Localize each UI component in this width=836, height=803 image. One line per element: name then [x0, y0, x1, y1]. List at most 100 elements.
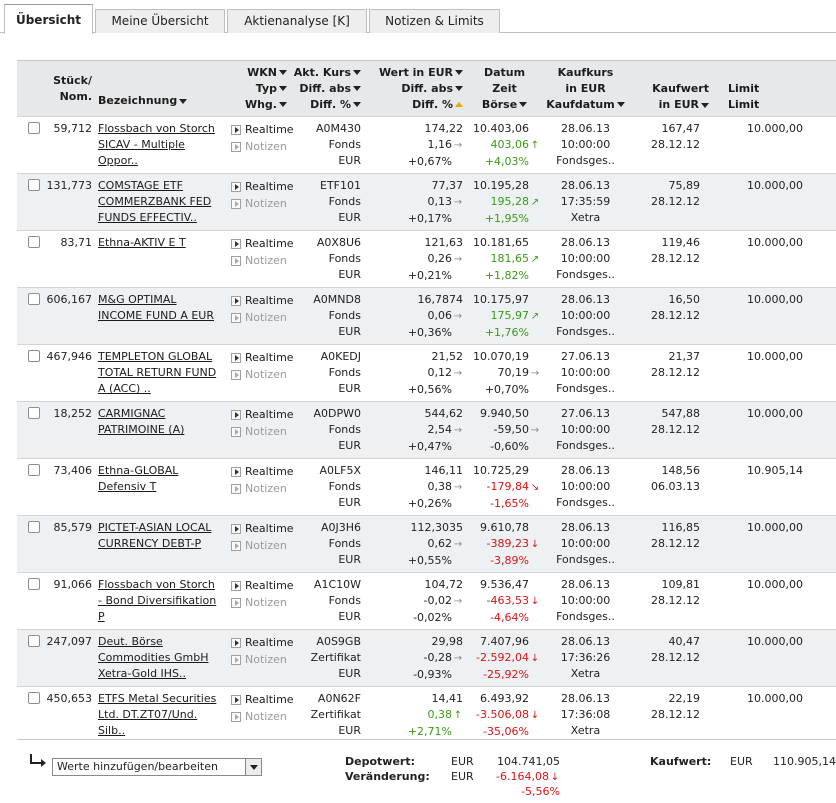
- security-name-link[interactable]: Xetra-Gold IHS..: [98, 667, 187, 680]
- security-name-link[interactable]: ETFS Metal Securities: [98, 692, 217, 705]
- security-name-link[interactable]: SICAV - Multiple: [98, 138, 185, 151]
- notizen-action[interactable]: Notizen: [231, 480, 287, 497]
- row-checkbox[interactable]: [28, 692, 40, 704]
- cell-datum: 28.06.13 10:00:00 Fondsges..: [543, 230, 628, 288]
- realtime-action[interactable]: Realtime: [231, 520, 294, 537]
- security-name-link[interactable]: INCOME FUND A EUR: [98, 309, 214, 322]
- security-name-link[interactable]: FUNDS EFFECTIV..: [98, 211, 197, 224]
- notizen-action[interactable]: Notizen: [231, 594, 287, 611]
- security-name-link[interactable]: Flossbach von Storch: [98, 578, 215, 591]
- security-name-link[interactable]: TOTAL RETURN FUND: [98, 366, 217, 379]
- realtime-action[interactable]: Realtime: [231, 121, 294, 138]
- row-checkbox[interactable]: [28, 578, 40, 590]
- security-name-link[interactable]: Ltd. DT.ZT07/Und.: [98, 708, 198, 721]
- header-datum[interactable]: Datum Zeit Börse: [466, 60, 543, 117]
- security-name-link[interactable]: Oppor..: [98, 154, 138, 167]
- security-name-link[interactable]: Flossbach von Storch: [98, 122, 215, 135]
- security-name-link[interactable]: PATRIMOINE (A): [98, 423, 185, 436]
- notizen-action[interactable]: Notizen: [231, 252, 287, 269]
- realtime-action[interactable]: Realtime: [231, 349, 294, 366]
- header-wert[interactable]: Wert in EUR Diff. abs Diff. %: [364, 60, 466, 117]
- trend-arrow-icon: ↓: [530, 596, 540, 607]
- tab-aktienanalyse[interactable]: Aktienanalyse [K]: [227, 9, 367, 33]
- header-kaufwert[interactable]: Kaufwert in EUR: [628, 60, 712, 117]
- tab-meine-uebersicht[interactable]: Meine Übersicht: [95, 9, 225, 33]
- security-name-link[interactable]: COMMERZBANK FED: [98, 195, 212, 208]
- security-name-link[interactable]: Commodities GmbH: [98, 651, 209, 664]
- realtime-action[interactable]: Realtime: [231, 235, 294, 252]
- cell-stueck: 83,71: [17, 230, 95, 288]
- notizen-action[interactable]: Notizen: [231, 651, 287, 668]
- kaufwert-currency: EUR: [730, 755, 753, 768]
- cell-actions: Realtime Notizen: [231, 344, 294, 402]
- row-checkbox[interactable]: [28, 464, 40, 476]
- security-name-link[interactable]: M&G OPTIMAL: [98, 293, 177, 306]
- chevron-down-icon[interactable]: [245, 759, 261, 775]
- row-checkbox[interactable]: [28, 293, 40, 305]
- cell-bezeichnung: Flossbach von Storch SICAV - Multiple Oppo…: [95, 116, 231, 174]
- row-checkbox[interactable]: [28, 350, 40, 362]
- cell-kurs: 104,72 -0,02 → -0,02%: [364, 572, 466, 630]
- notizen-action[interactable]: Notizen: [231, 423, 287, 440]
- security-name-link[interactable]: Defensiv T: [98, 480, 157, 493]
- security-name-link[interactable]: - Bond Diversifikation: [98, 594, 217, 607]
- notizen-action[interactable]: Notizen: [231, 138, 287, 155]
- header-bezeichnung[interactable]: Bezeichnung: [95, 60, 231, 117]
- veraenderung-label: Veränderung:: [345, 770, 430, 783]
- notizen-action[interactable]: Notizen: [231, 708, 287, 725]
- security-name-link[interactable]: CURRENCY DEBT-P: [98, 537, 202, 550]
- notizen-action[interactable]: Notizen: [231, 537, 287, 554]
- row-checkbox[interactable]: [28, 635, 40, 647]
- cell-actions: Realtime Notizen: [231, 572, 294, 630]
- header-limit[interactable]: Limit Limit: [712, 60, 836, 117]
- table-row: 59,712 Flossbach von Storch SICAV - Multip…: [17, 116, 836, 174]
- security-name-link[interactable]: COMSTAGE ETF: [98, 179, 183, 192]
- security-name-link[interactable]: TEMPLETON GLOBAL: [98, 350, 213, 363]
- realtime-action[interactable]: Realtime: [231, 577, 294, 594]
- cell-kurs: 21,52 0,12 → +0,56%: [364, 344, 466, 402]
- security-name-link[interactable]: CARMIGNAC: [98, 407, 166, 420]
- cell-wkn: A0X8U6 Fonds EUR: [290, 230, 364, 288]
- cell-stueck: 18,252: [17, 401, 95, 459]
- header-wkn[interactable]: WKN Typ Whg.: [231, 60, 290, 117]
- realtime-action[interactable]: Realtime: [231, 406, 294, 423]
- security-name-link[interactable]: P: [98, 610, 105, 623]
- play-icon: [231, 467, 241, 477]
- row-checkbox[interactable]: [28, 521, 40, 533]
- security-name-link[interactable]: Ethna-AKTIV E T: [98, 236, 186, 249]
- header-kaufkurs[interactable]: Kaufkurs in EUR Kaufdatum: [543, 60, 628, 117]
- realtime-action[interactable]: Realtime: [231, 634, 294, 651]
- depotwert-currency: EUR: [451, 755, 474, 768]
- play-icon: [231, 427, 241, 437]
- realtime-action[interactable]: Realtime: [231, 292, 294, 309]
- row-checkbox[interactable]: [28, 179, 40, 191]
- realtime-action[interactable]: Realtime: [231, 178, 294, 195]
- add-edit-values-select[interactable]: Werte hinzufügen/bearbeiten: [52, 758, 262, 776]
- tab-uebersicht[interactable]: Übersicht: [4, 4, 93, 34]
- row-checkbox[interactable]: [28, 236, 40, 248]
- header-kurs[interactable]: Akt. Kurs Diff. abs Diff. %: [290, 60, 364, 117]
- cell-wert: 7.407,96 -2.592,04 ↓ -25,92%: [466, 629, 543, 687]
- security-name-link[interactable]: A (ACC) ..: [98, 382, 151, 395]
- security-name-link[interactable]: Ethna-GLOBAL: [98, 464, 179, 477]
- cell-kaufkurs: 75,89 28.12.12: [628, 173, 712, 231]
- notizen-action[interactable]: Notizen: [231, 309, 287, 326]
- cell-kurs: 544,62 2,54 → +0,47%: [364, 401, 466, 459]
- realtime-action[interactable]: Realtime: [231, 691, 294, 708]
- tab-notizen-limits[interactable]: Notizen & Limits: [369, 9, 500, 33]
- cell-kaufkurs: 40,47 28.12.12: [628, 629, 712, 687]
- notizen-action[interactable]: Notizen: [231, 366, 287, 383]
- cell-kaufwert: 10.000,00: [712, 401, 836, 459]
- security-name-link[interactable]: Silb..: [98, 724, 126, 737]
- cell-datum: 28.06.13 10:00:00 Fondsges..: [543, 287, 628, 345]
- security-name-link[interactable]: PICTET-ASIAN LOCAL: [98, 521, 212, 534]
- cell-bezeichnung: COMSTAGE ETF COMMERZBANK FED FUNDS EFFECTI…: [95, 173, 231, 231]
- cell-wkn: ETF101 Fonds EUR: [290, 173, 364, 231]
- notizen-action[interactable]: Notizen: [231, 195, 287, 212]
- row-checkbox[interactable]: [28, 122, 40, 134]
- row-checkbox[interactable]: [28, 407, 40, 419]
- kaufwert-value: 110.905,14: [773, 755, 836, 768]
- security-name-link[interactable]: Deut. Börse: [98, 635, 163, 648]
- realtime-action[interactable]: Realtime: [231, 463, 294, 480]
- table-row: 606,167 M&G OPTIMAL INCOME FUND A EUR Realt…: [17, 287, 836, 345]
